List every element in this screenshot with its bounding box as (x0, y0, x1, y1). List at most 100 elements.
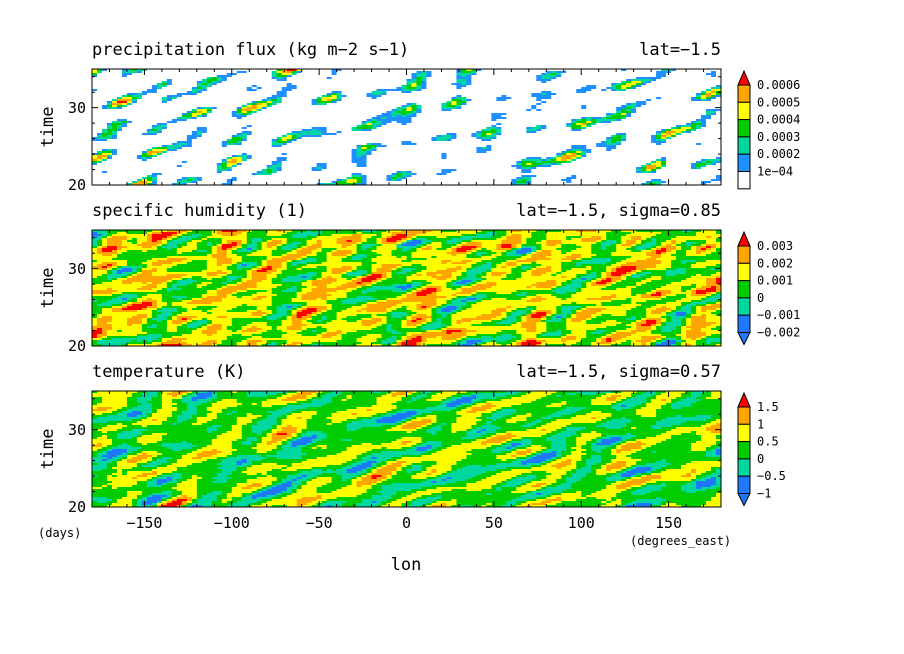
heatmap-cell (371, 69, 378, 72)
heatmap-cell (206, 73, 213, 76)
heatmap-cell (616, 101, 622, 104)
heatmap-cell (441, 123, 448, 126)
heatmap-cell (251, 69, 258, 72)
heatmap-cell (646, 111, 652, 114)
heatmap-cell (296, 85, 303, 88)
heatmap-cell (211, 141, 218, 144)
heatmap-cell (591, 69, 597, 72)
heatmap-cell (426, 109, 433, 112)
heatmap-cell (536, 121, 542, 124)
heatmap-cell (601, 141, 607, 144)
heatmap-cell (626, 95, 632, 98)
heatmap-cell (566, 81, 572, 84)
heatmap-cell (606, 69, 612, 72)
heatmap-cell (116, 91, 123, 94)
heatmap-cell (131, 77, 138, 80)
heatmap-cell (461, 103, 467, 106)
heatmap-cell (206, 139, 213, 142)
heatmap-cell (246, 107, 253, 110)
heatmap-cell (276, 135, 283, 138)
heatmap-cell (451, 77, 458, 80)
heatmap-cell (136, 131, 143, 134)
heatmap-cell (356, 97, 363, 100)
heatmap-cell (626, 121, 632, 124)
heatmap-cell (291, 111, 298, 114)
heatmap-cell (211, 147, 218, 150)
heatmap-cell (161, 87, 168, 90)
heatmap-cell (161, 83, 168, 86)
heatmap-cell (521, 79, 527, 82)
heatmap-cell (186, 69, 193, 72)
heatmap-cell (536, 71, 542, 74)
heatmap-cell (386, 121, 393, 124)
heatmap-cell (711, 77, 717, 80)
heatmap-cell (266, 113, 273, 116)
heatmap-cell (506, 123, 512, 126)
heatmap-cell (311, 69, 318, 72)
heatmap-cell (596, 127, 602, 130)
heatmap-cell (331, 129, 338, 132)
heatmap-cell (131, 73, 138, 76)
heatmap-cell (676, 129, 682, 132)
heatmap-cell (126, 75, 133, 78)
heatmap-cell (301, 75, 308, 78)
heatmap-cell (276, 111, 283, 114)
heatmap-cell (426, 127, 433, 130)
heatmap-cell (321, 109, 328, 112)
heatmap-cell (376, 107, 383, 110)
heatmap-cell (131, 75, 138, 78)
heatmap-cell (246, 137, 253, 140)
heatmap-cell (571, 81, 577, 84)
heatmap-cell (166, 119, 173, 122)
heatmap-cell (486, 111, 492, 114)
heatmap-cell (696, 137, 702, 140)
heatmap-cell (381, 69, 388, 72)
heatmap-cell (466, 113, 472, 116)
heatmap-cell (686, 81, 692, 84)
heatmap-cell (146, 87, 153, 90)
heatmap-cell (541, 127, 547, 130)
heatmap-cell (706, 107, 712, 110)
heatmap-cell (546, 101, 552, 104)
heatmap-cell (426, 69, 433, 72)
heatmap-cell (106, 113, 113, 116)
heatmap-cell (331, 77, 338, 80)
heatmap-cell (681, 103, 687, 106)
heatmap-cell (651, 91, 657, 94)
heatmap-cell (101, 73, 108, 76)
heatmap-cell (686, 141, 692, 144)
heatmap-cell (486, 147, 492, 150)
heatmap-cell (631, 97, 637, 100)
heatmap-cell (106, 83, 113, 86)
heatmap-cell (111, 99, 118, 102)
heatmap-cell (126, 93, 133, 96)
heatmap-cell (386, 75, 393, 78)
heatmap-cell (371, 93, 378, 96)
heatmap-cell (461, 77, 467, 80)
heatmap-cell (251, 97, 258, 100)
heatmap-cell (291, 147, 298, 150)
heatmap-cell (541, 125, 547, 128)
heatmap-cell (441, 141, 448, 144)
heatmap-cell (311, 141, 318, 144)
heatmap-cell (691, 101, 697, 104)
heatmap-cell (356, 81, 363, 84)
heatmap-cell (351, 97, 358, 100)
heatmap-cell (341, 79, 348, 82)
heatmap-cell (541, 101, 547, 104)
heatmap-cell (386, 95, 393, 98)
heatmap-cell (581, 103, 587, 106)
heatmap-cell (251, 119, 258, 122)
heatmap-cell (211, 121, 218, 124)
heatmap-cell (266, 145, 273, 148)
heatmap-cell (92, 93, 98, 96)
heatmap-cell (701, 83, 707, 86)
heatmap-cell (146, 131, 153, 134)
heatmap-cell (206, 117, 213, 120)
heatmap-cell (411, 143, 418, 146)
heatmap-cell (156, 119, 163, 122)
heatmap-cell (151, 85, 158, 88)
heatmap-cell (181, 95, 188, 98)
heatmap-cell (331, 95, 338, 98)
heatmap-cell (271, 81, 278, 84)
